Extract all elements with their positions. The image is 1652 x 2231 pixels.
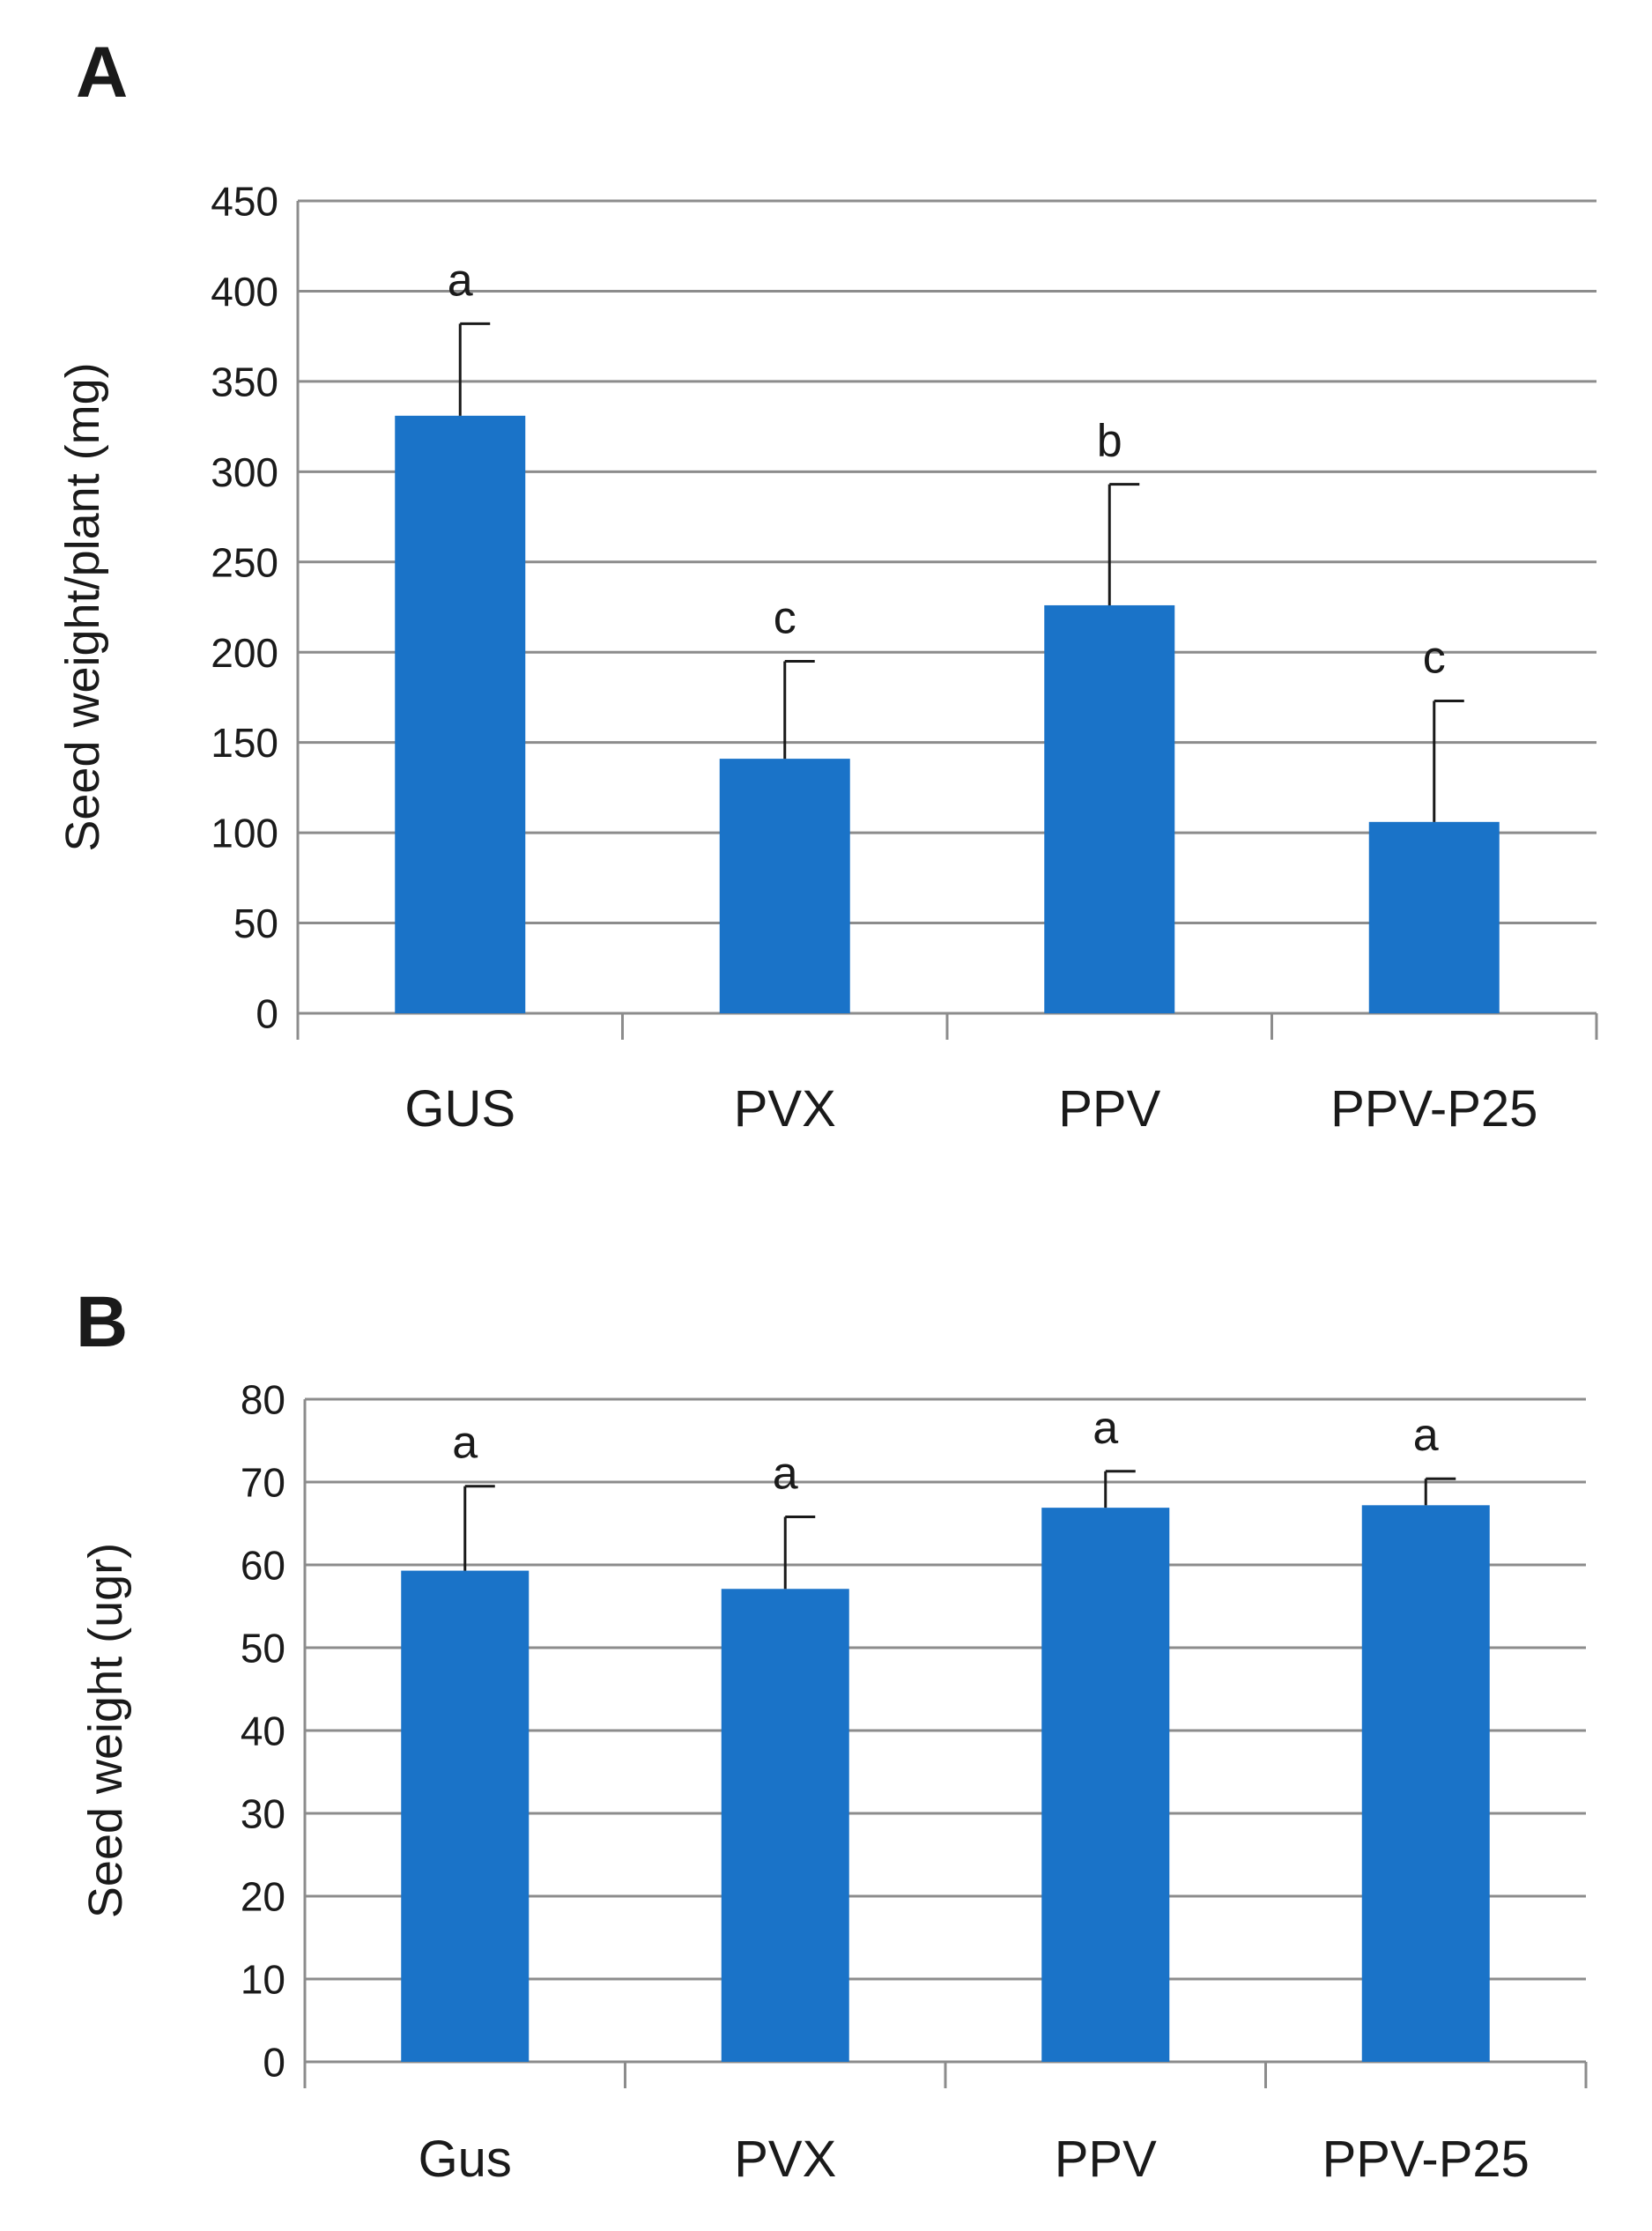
panel-b-chart: B 0 10 20 30 40 50 60 70 80 a Gus a PVX a PPV a PPV-P25 S… [76, 1282, 1588, 2188]
panel-b-y-tick-label: 40 [241, 1708, 285, 1754]
panel-b-y-tick-label: 20 [241, 1874, 285, 1920]
panel-a-significance-letter: a [448, 255, 473, 306]
panel-a-bar-gus [395, 415, 526, 1014]
panel-a-significance-letter: c [774, 592, 796, 643]
panel-b-y-axis-label: Seed weight (ugr) [79, 1543, 132, 1918]
panel-b-bar-gus [401, 1570, 530, 2062]
panel-b-significance-letter: a [773, 1448, 798, 1499]
panel-b-y-tick-label: 50 [241, 1626, 285, 1671]
panel-b-category-label: PVX [734, 2131, 836, 2188]
panel-a-y-tick-label: 300 [211, 449, 278, 495]
panel-b-significance-letter: a [452, 1418, 478, 1469]
panel-a-y-tick-label: 350 [211, 359, 278, 404]
panel-a-bar-ppv [1044, 604, 1175, 1013]
panel-b-bar-ppv-p25 [1361, 1505, 1490, 2062]
panel-a-bar-pvx [719, 759, 850, 1013]
panel-a-significance-letter: c [1423, 633, 1446, 684]
panel-a-y-tick-label: 450 [211, 179, 278, 225]
panel-a-category-label: GUS [404, 1080, 515, 1138]
panel-b-bar-ppv [1041, 1508, 1170, 2062]
panel-a-category-label: PVX [734, 1080, 836, 1138]
panel-b-category-label: Gus [419, 2131, 512, 2188]
panel-a-y-tick-label: 100 [211, 811, 278, 856]
panel-b-label: B [76, 1282, 128, 1362]
panel-b-significance-letter: a [1093, 1403, 1118, 1454]
panel-b-y-tick-label: 60 [241, 1543, 285, 1589]
panel-a-y-tick-label: 50 [233, 901, 278, 946]
panel-a-y-tick-label: 200 [211, 630, 278, 676]
panel-b-significance-letter: a [1413, 1410, 1439, 1461]
panel-a-category-label: PPV-P25 [1330, 1080, 1537, 1138]
panel-b-y-tick-label: 30 [241, 1791, 285, 1837]
panel-b-category-label: PPV-P25 [1322, 2131, 1530, 2188]
panel-b-y-tick-label: 0 [263, 2040, 285, 2086]
panel-b-bar-pvx [721, 1589, 849, 2062]
panel-b-y-tick-label: 10 [241, 1957, 285, 2003]
panel-a-category-label: PPV [1058, 1080, 1160, 1138]
panel-a-y-axis-label: Seed weight/plant (mg) [56, 362, 109, 851]
panel-a-bar-ppv-p25 [1368, 821, 1500, 1013]
panel-a-label: A [76, 33, 128, 113]
panel-b-y-tick-label: 70 [241, 1460, 285, 1506]
panel-a-significance-letter: b [1097, 416, 1122, 467]
panel-a-y-tick-label: 0 [256, 991, 278, 1037]
panel-a-y-tick-label: 400 [211, 269, 278, 315]
panel-b-y-tick-label: 80 [241, 1377, 285, 1423]
panel-a-chart: A 0 50 100 150 200 250 300 350 400 450 a GUS c PVX b PP… [56, 33, 1598, 1138]
panel-b-category-label: PPV [1055, 2131, 1157, 2188]
panel-a-y-tick-label: 150 [211, 720, 278, 766]
panel-a-y-tick-label: 250 [211, 539, 278, 585]
